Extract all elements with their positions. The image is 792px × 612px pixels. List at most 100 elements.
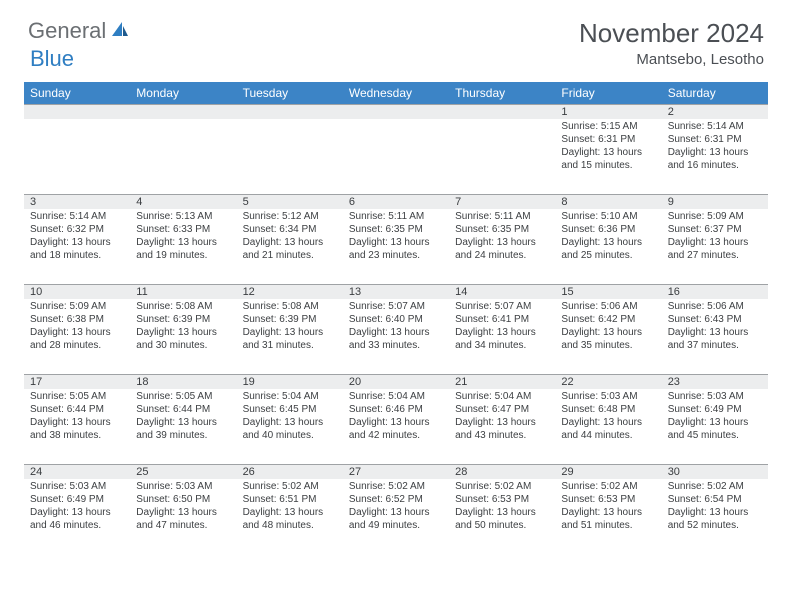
- daylight-text: Daylight: 13 hours and 35 minutes.: [561, 326, 655, 352]
- day-details: Sunrise: 5:04 AMSunset: 6:45 PMDaylight:…: [237, 389, 343, 444]
- daylight-text: Daylight: 13 hours and 39 minutes.: [136, 416, 230, 442]
- sunset-text: Sunset: 6:39 PM: [243, 313, 337, 326]
- calendar-day-cell: 13Sunrise: 5:07 AMSunset: 6:40 PMDayligh…: [343, 284, 449, 374]
- sunrise-text: Sunrise: 5:12 AM: [243, 210, 337, 223]
- day-number: 11: [130, 284, 236, 299]
- calendar-day-cell: 15Sunrise: 5:06 AMSunset: 6:42 PMDayligh…: [555, 284, 661, 374]
- sunrise-text: Sunrise: 5:02 AM: [243, 480, 337, 493]
- daylight-text: Daylight: 13 hours and 47 minutes.: [136, 506, 230, 532]
- day-number: 24: [24, 464, 130, 479]
- daylight-text: Daylight: 13 hours and 23 minutes.: [349, 236, 443, 262]
- sunset-text: Sunset: 6:42 PM: [561, 313, 655, 326]
- day-details: Sunrise: 5:03 AMSunset: 6:49 PMDaylight:…: [662, 389, 768, 444]
- day-number: 16: [662, 284, 768, 299]
- sunrise-text: Sunrise: 5:14 AM: [30, 210, 124, 223]
- sunrise-text: Sunrise: 5:07 AM: [349, 300, 443, 313]
- daylight-text: Daylight: 13 hours and 40 minutes.: [243, 416, 337, 442]
- sunrise-text: Sunrise: 5:15 AM: [561, 120, 655, 133]
- calendar-week-row: 17Sunrise: 5:05 AMSunset: 6:44 PMDayligh…: [24, 374, 768, 464]
- day-number: 26: [237, 464, 343, 479]
- calendar-day-cell: 17Sunrise: 5:05 AMSunset: 6:44 PMDayligh…: [24, 374, 130, 464]
- day-header: Thursday: [449, 82, 555, 104]
- sunset-text: Sunset: 6:44 PM: [136, 403, 230, 416]
- day-details: Sunrise: 5:09 AMSunset: 6:37 PMDaylight:…: [662, 209, 768, 264]
- calendar-day-cell: 23Sunrise: 5:03 AMSunset: 6:49 PMDayligh…: [662, 374, 768, 464]
- calendar-day-cell: 29Sunrise: 5:02 AMSunset: 6:53 PMDayligh…: [555, 464, 661, 554]
- day-details: Sunrise: 5:05 AMSunset: 6:44 PMDaylight:…: [24, 389, 130, 444]
- day-number: 14: [449, 284, 555, 299]
- day-number: 8: [555, 194, 661, 209]
- sunset-text: Sunset: 6:52 PM: [349, 493, 443, 506]
- day-details: [237, 119, 343, 179]
- day-details: [449, 119, 555, 179]
- daylight-text: Daylight: 13 hours and 28 minutes.: [30, 326, 124, 352]
- sunset-text: Sunset: 6:38 PM: [30, 313, 124, 326]
- sunset-text: Sunset: 6:35 PM: [349, 223, 443, 236]
- calendar-day-cell: 21Sunrise: 5:04 AMSunset: 6:47 PMDayligh…: [449, 374, 555, 464]
- calendar-day-cell: 28Sunrise: 5:02 AMSunset: 6:53 PMDayligh…: [449, 464, 555, 554]
- day-number: 23: [662, 374, 768, 389]
- daylight-text: Daylight: 13 hours and 34 minutes.: [455, 326, 549, 352]
- calendar-day-cell: 30Sunrise: 5:02 AMSunset: 6:54 PMDayligh…: [662, 464, 768, 554]
- calendar-day-cell: 9Sunrise: 5:09 AMSunset: 6:37 PMDaylight…: [662, 194, 768, 284]
- calendar-week-row: 3Sunrise: 5:14 AMSunset: 6:32 PMDaylight…: [24, 194, 768, 284]
- day-header: Monday: [130, 82, 236, 104]
- day-number: 28: [449, 464, 555, 479]
- calendar-table: SundayMondayTuesdayWednesdayThursdayFrid…: [24, 82, 768, 554]
- day-number: 9: [662, 194, 768, 209]
- calendar-day-cell: 8Sunrise: 5:10 AMSunset: 6:36 PMDaylight…: [555, 194, 661, 284]
- calendar-day-cell: 1Sunrise: 5:15 AMSunset: 6:31 PMDaylight…: [555, 104, 661, 194]
- day-number: 27: [343, 464, 449, 479]
- sunset-text: Sunset: 6:41 PM: [455, 313, 549, 326]
- day-number: [343, 104, 449, 119]
- day-number: 22: [555, 374, 661, 389]
- day-details: Sunrise: 5:02 AMSunset: 6:52 PMDaylight:…: [343, 479, 449, 534]
- page-title: November 2024: [579, 18, 764, 49]
- day-details: Sunrise: 5:03 AMSunset: 6:49 PMDaylight:…: [24, 479, 130, 534]
- sunset-text: Sunset: 6:49 PM: [668, 403, 762, 416]
- day-number: [237, 104, 343, 119]
- sunrise-text: Sunrise: 5:09 AM: [668, 210, 762, 223]
- sunrise-text: Sunrise: 5:05 AM: [30, 390, 124, 403]
- day-number: 30: [662, 464, 768, 479]
- calendar-day-cell: 20Sunrise: 5:04 AMSunset: 6:46 PMDayligh…: [343, 374, 449, 464]
- page-subtitle: Mantsebo, Lesotho: [579, 51, 764, 68]
- header: General November 2024 Mantsebo, Lesotho: [0, 0, 792, 76]
- sunrise-text: Sunrise: 5:04 AM: [243, 390, 337, 403]
- day-details: Sunrise: 5:02 AMSunset: 6:53 PMDaylight:…: [555, 479, 661, 534]
- daylight-text: Daylight: 13 hours and 43 minutes.: [455, 416, 549, 442]
- daylight-text: Daylight: 13 hours and 33 minutes.: [349, 326, 443, 352]
- calendar-day-cell: 2Sunrise: 5:14 AMSunset: 6:31 PMDaylight…: [662, 104, 768, 194]
- daylight-text: Daylight: 13 hours and 50 minutes.: [455, 506, 549, 532]
- day-number: [449, 104, 555, 119]
- sunset-text: Sunset: 6:48 PM: [561, 403, 655, 416]
- sunrise-text: Sunrise: 5:05 AM: [136, 390, 230, 403]
- daylight-text: Daylight: 13 hours and 48 minutes.: [243, 506, 337, 532]
- sunrise-text: Sunrise: 5:06 AM: [668, 300, 762, 313]
- logo-text-general: General: [28, 18, 106, 44]
- day-details: Sunrise: 5:02 AMSunset: 6:53 PMDaylight:…: [449, 479, 555, 534]
- day-number: 13: [343, 284, 449, 299]
- daylight-text: Daylight: 13 hours and 27 minutes.: [668, 236, 762, 262]
- sunset-text: Sunset: 6:34 PM: [243, 223, 337, 236]
- day-number: 25: [130, 464, 236, 479]
- sunrise-text: Sunrise: 5:11 AM: [455, 210, 549, 223]
- sunset-text: Sunset: 6:43 PM: [668, 313, 762, 326]
- daylight-text: Daylight: 13 hours and 16 minutes.: [668, 146, 762, 172]
- day-details: Sunrise: 5:02 AMSunset: 6:54 PMDaylight:…: [662, 479, 768, 534]
- calendar-day-cell: 12Sunrise: 5:08 AMSunset: 6:39 PMDayligh…: [237, 284, 343, 374]
- day-number: 3: [24, 194, 130, 209]
- calendar-day-cell: 19Sunrise: 5:04 AMSunset: 6:45 PMDayligh…: [237, 374, 343, 464]
- sunrise-text: Sunrise: 5:02 AM: [455, 480, 549, 493]
- logo-sail-icon: [110, 18, 130, 44]
- day-details: Sunrise: 5:12 AMSunset: 6:34 PMDaylight:…: [237, 209, 343, 264]
- day-details: Sunrise: 5:10 AMSunset: 6:36 PMDaylight:…: [555, 209, 661, 264]
- day-details: Sunrise: 5:08 AMSunset: 6:39 PMDaylight:…: [237, 299, 343, 354]
- day-details: Sunrise: 5:06 AMSunset: 6:42 PMDaylight:…: [555, 299, 661, 354]
- daylight-text: Daylight: 13 hours and 31 minutes.: [243, 326, 337, 352]
- day-details: Sunrise: 5:14 AMSunset: 6:31 PMDaylight:…: [662, 119, 768, 174]
- sunrise-text: Sunrise: 5:03 AM: [668, 390, 762, 403]
- calendar-day-cell: 3Sunrise: 5:14 AMSunset: 6:32 PMDaylight…: [24, 194, 130, 284]
- day-number: [130, 104, 236, 119]
- day-number: 18: [130, 374, 236, 389]
